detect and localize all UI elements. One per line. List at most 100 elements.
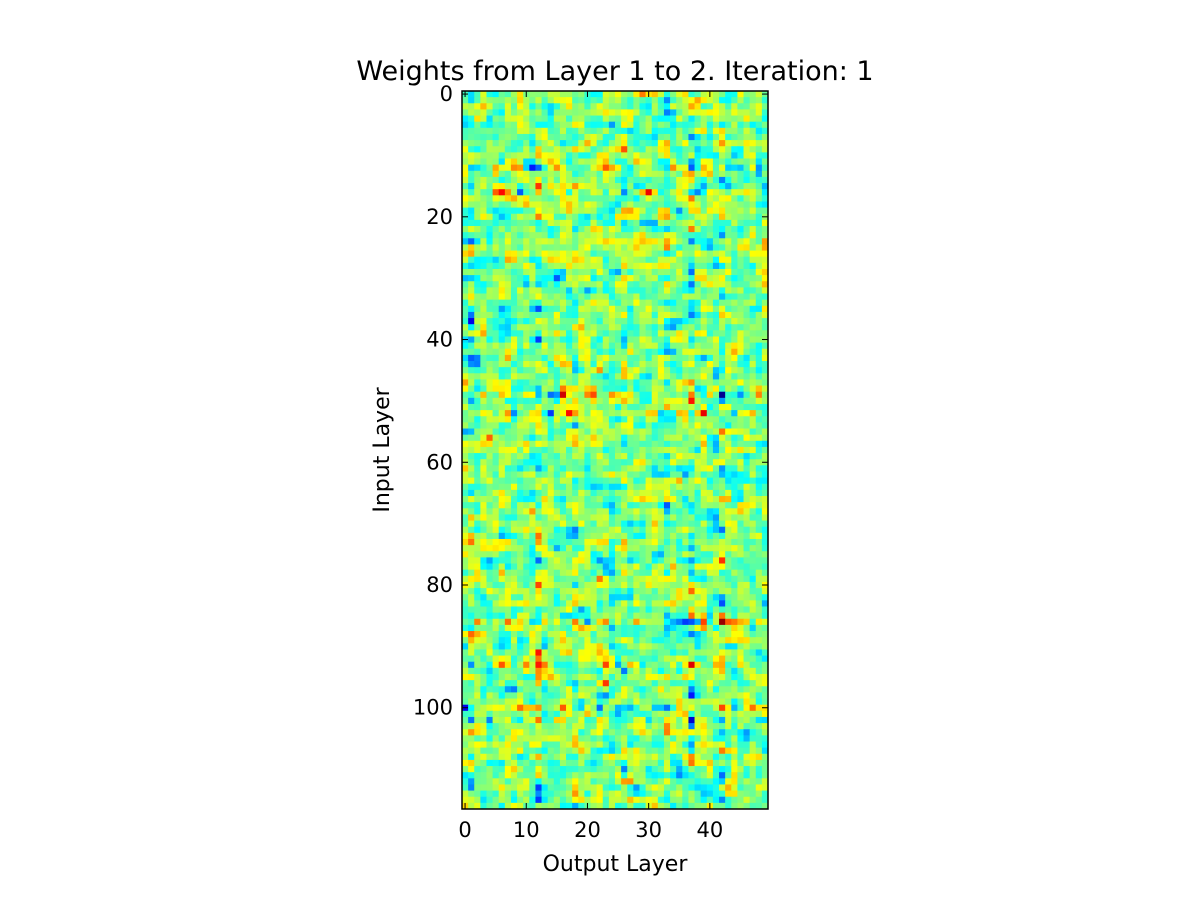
heatmap-cell: [663, 496, 671, 503]
heatmap-cell: [700, 379, 708, 386]
heatmap-cell: [725, 477, 732, 485]
heatmap-cell: [474, 446, 481, 454]
heatmap-cell: [719, 354, 726, 362]
heatmap-cell: [694, 109, 702, 116]
heatmap-cell: [480, 532, 487, 540]
heatmap-cell: [541, 311, 549, 319]
heatmap-cell: [615, 496, 622, 503]
heatmap-cell: [651, 588, 659, 595]
heatmap-cell: [468, 692, 475, 699]
heatmap-cell: [504, 502, 512, 509]
heatmap-cell: [725, 410, 732, 417]
heatmap-cell: [462, 133, 469, 141]
heatmap-cell: [590, 361, 598, 368]
heatmap-cell: [627, 428, 634, 436]
heatmap-cell: [596, 354, 604, 362]
heatmap-cell: [621, 422, 628, 429]
heatmap-cell: [498, 244, 506, 251]
heatmap-cell: [584, 569, 591, 577]
heatmap-cell: [706, 643, 714, 650]
heatmap-cell: [743, 140, 751, 147]
heatmap-cell: [700, 600, 708, 607]
heatmap-cell: [486, 673, 493, 681]
heatmap-cell: [688, 140, 695, 147]
heatmap-cell: [731, 189, 738, 196]
heatmap-cell: [737, 538, 744, 546]
heatmap-cell: [737, 434, 744, 442]
heatmap-cell: [510, 575, 518, 583]
heatmap-cell: [743, 545, 751, 552]
heatmap-cell: [578, 508, 585, 515]
heatmap-cell: [706, 281, 714, 288]
heatmap-cell: [743, 551, 751, 558]
heatmap-cell: [541, 526, 549, 534]
heatmap-cell: [523, 238, 530, 245]
heatmap-cell: [596, 686, 604, 693]
heatmap-cell: [608, 403, 616, 411]
heatmap-cell: [498, 667, 506, 675]
heatmap-cell: [523, 244, 530, 251]
heatmap-cell: [492, 489, 500, 497]
heatmap-cell: [694, 250, 702, 258]
heatmap-cell: [596, 557, 604, 564]
heatmap-cell: [755, 502, 763, 509]
heatmap-cell: [529, 336, 536, 344]
heatmap-cell: [559, 624, 567, 632]
heatmap-cell: [602, 176, 610, 184]
heatmap-cell: [523, 661, 530, 669]
heatmap-cell: [584, 207, 591, 215]
heatmap-cell: [688, 624, 695, 632]
heatmap-cell: [602, 299, 610, 307]
heatmap-cell: [627, 324, 634, 331]
heatmap-cell: [615, 612, 622, 620]
heatmap-cell: [504, 385, 512, 393]
heatmap-cell: [743, 293, 751, 301]
heatmap-cell: [737, 600, 744, 607]
heatmap-cell: [676, 477, 683, 485]
heatmap-cell: [541, 324, 549, 331]
heatmap-cell: [706, 606, 714, 614]
heatmap-cell: [743, 385, 751, 393]
heatmap-cell: [663, 600, 671, 607]
heatmap-cell: [651, 502, 659, 509]
heatmap-cell: [462, 256, 469, 264]
heatmap-cell: [553, 103, 561, 110]
heatmap-cell: [541, 631, 549, 638]
heatmap-cell: [688, 410, 695, 417]
heatmap-cell: [584, 367, 591, 374]
heatmap-cell: [725, 446, 732, 454]
heatmap-cell: [566, 680, 573, 687]
heatmap-cell: [633, 637, 640, 644]
heatmap-cell: [529, 348, 536, 356]
heatmap-cell: [486, 219, 493, 227]
heatmap-cell: [566, 631, 573, 638]
heatmap-cell: [645, 244, 653, 251]
heatmap-cell: [627, 465, 634, 472]
heatmap-cell: [572, 545, 579, 552]
heatmap-cell: [761, 238, 769, 245]
heatmap-cell: [651, 226, 659, 233]
heatmap-cell: [553, 520, 561, 528]
heatmap-cell: [688, 422, 695, 429]
heatmap-cell: [657, 563, 665, 571]
heatmap-cell: [608, 250, 616, 258]
heatmap-cell: [602, 403, 610, 411]
heatmap-cell: [462, 127, 469, 135]
heatmap-cell: [657, 673, 665, 681]
heatmap-cell: [639, 397, 646, 405]
heatmap-cell: [737, 446, 744, 454]
heatmap-cell: [645, 532, 653, 540]
heatmap-cell: [670, 195, 677, 202]
heatmap-cell: [615, 631, 622, 638]
heatmap-cell: [566, 226, 573, 233]
heatmap-cell: [468, 673, 475, 681]
heatmap-cell: [670, 649, 677, 656]
heatmap-cell: [663, 354, 671, 362]
heatmap-cell: [725, 318, 732, 325]
heatmap-cell: [688, 600, 695, 607]
heatmap-cell: [474, 698, 481, 706]
heatmap-cell: [682, 140, 689, 147]
heatmap-cell: [657, 373, 665, 380]
heatmap-cell: [590, 661, 598, 669]
heatmap-cell: [639, 422, 646, 429]
